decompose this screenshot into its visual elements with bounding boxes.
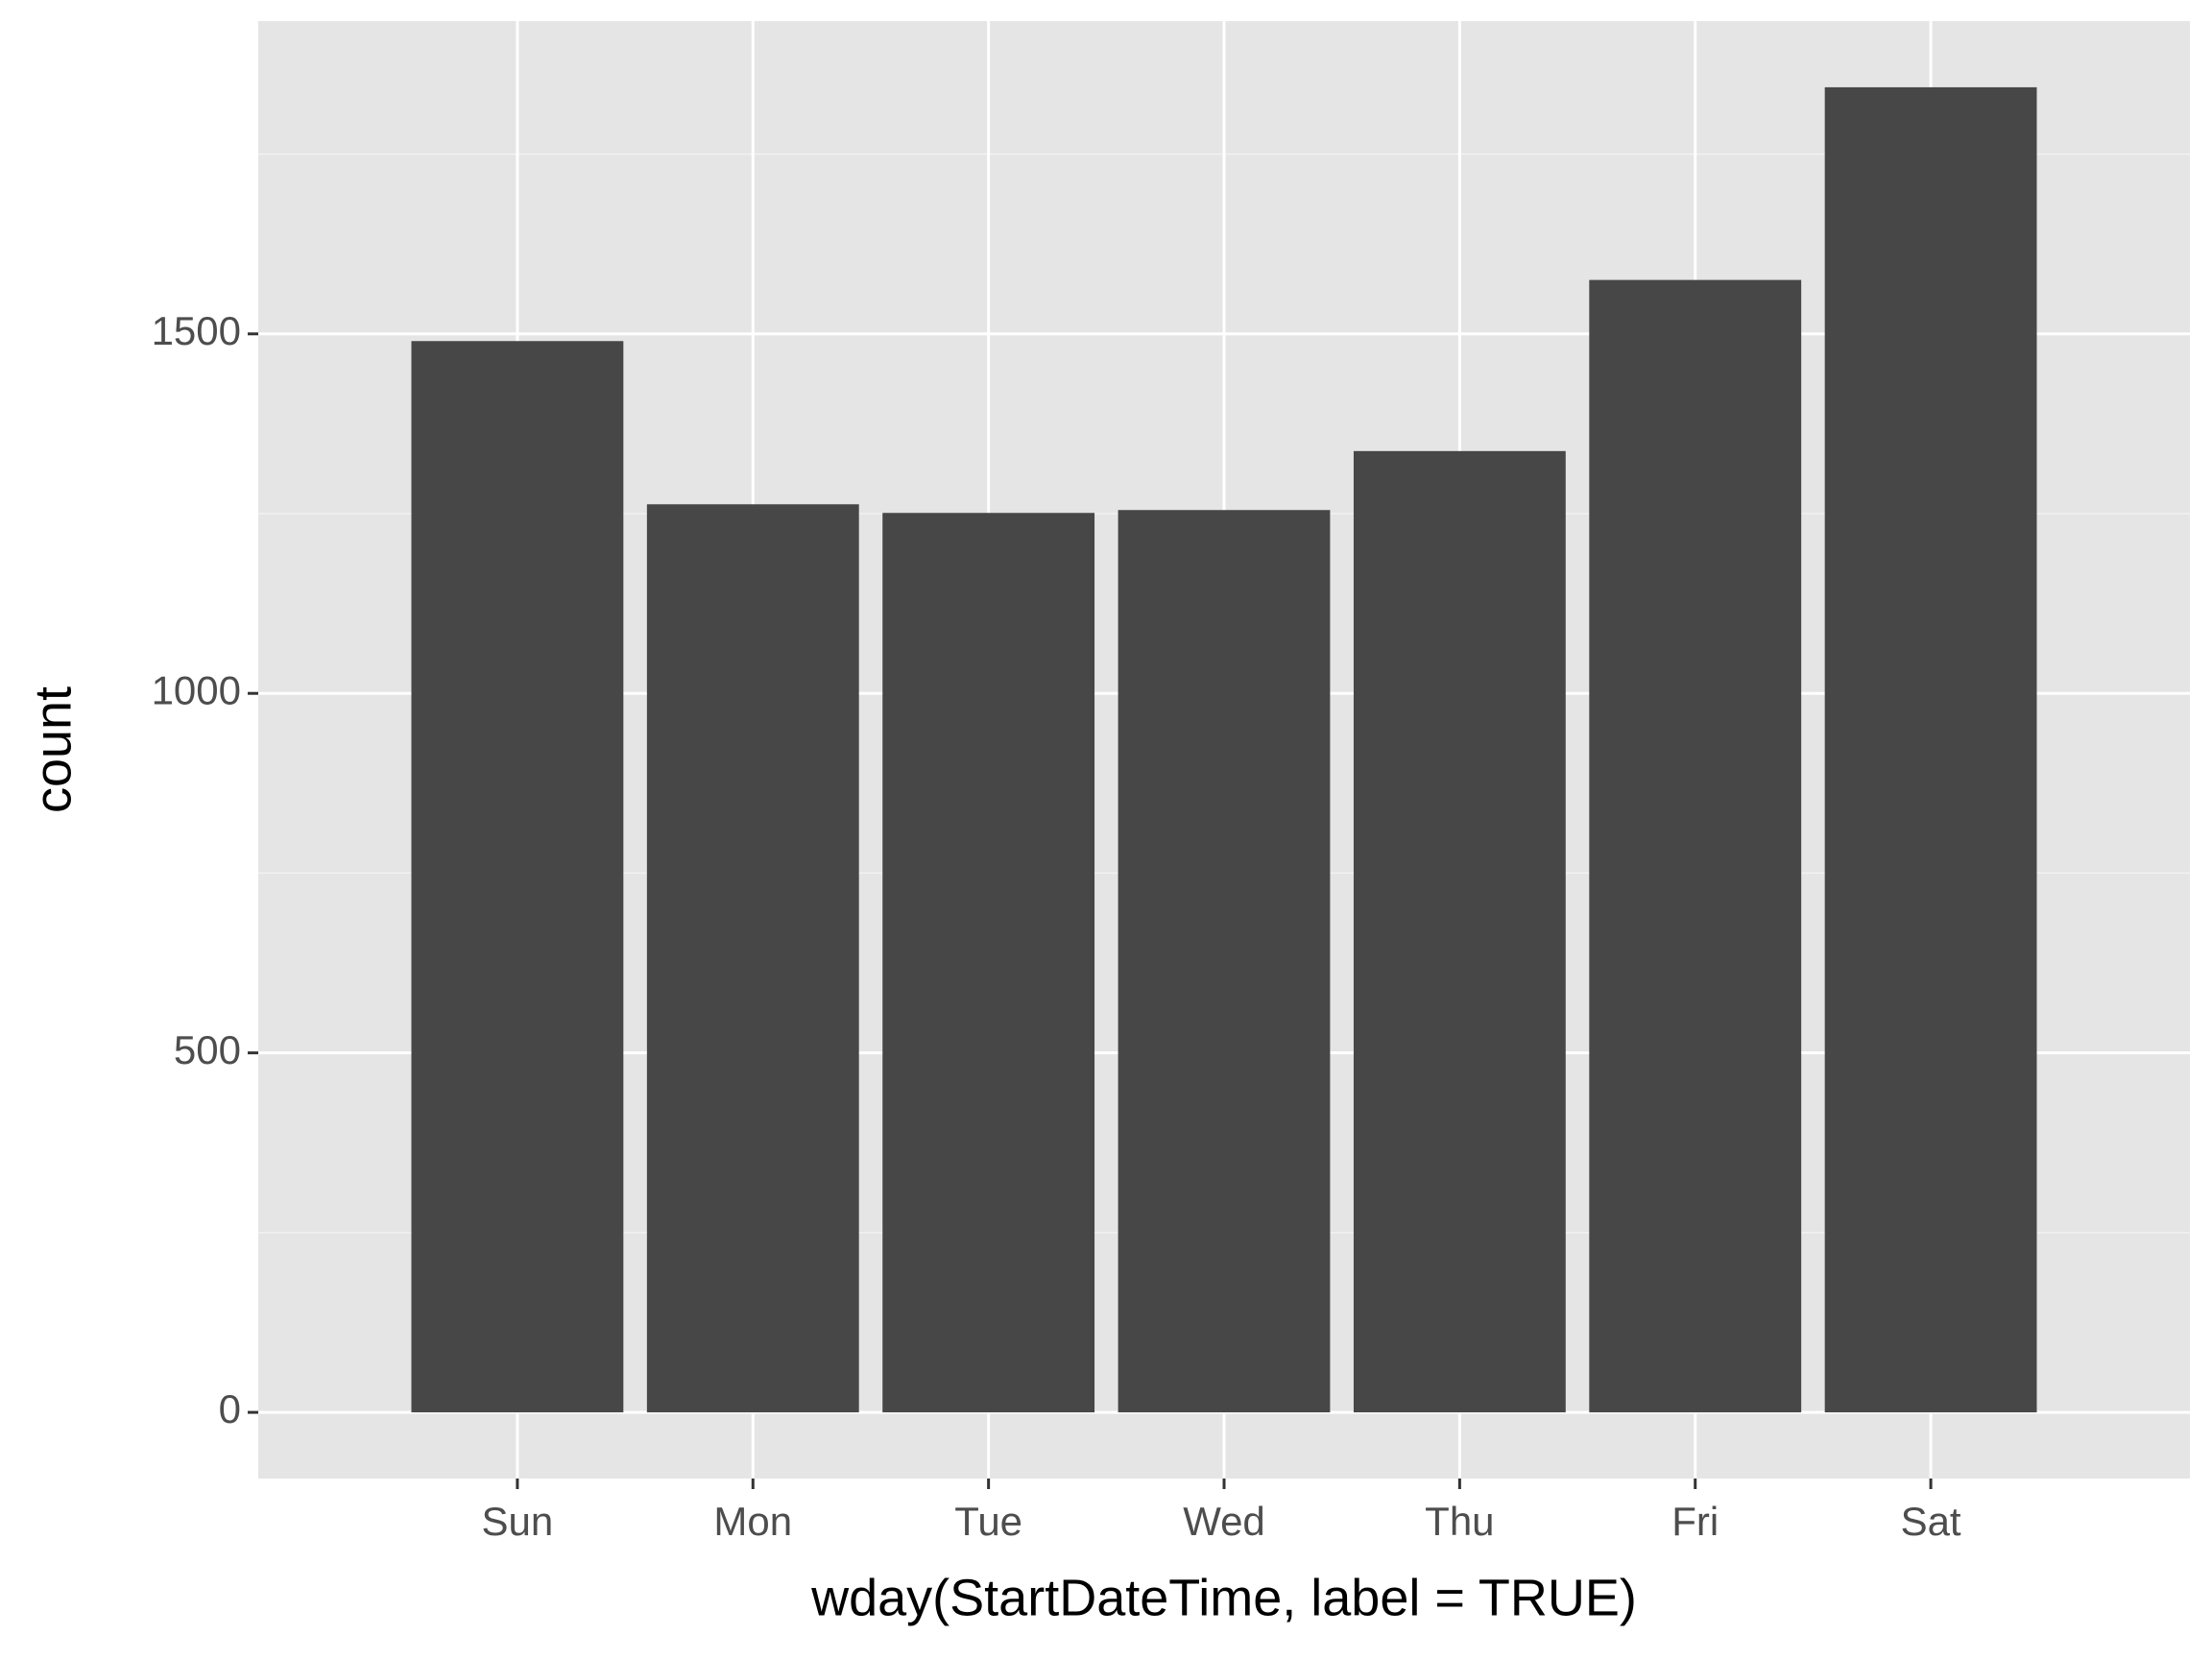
y-axis-title: count (24, 686, 82, 813)
y-tick-label: 0 (219, 1386, 241, 1431)
x-tick-label: Sat (1901, 1499, 1961, 1544)
bar (646, 504, 859, 1413)
bar (1353, 450, 1566, 1413)
bar (1824, 86, 2037, 1413)
y-tick-label: 500 (174, 1027, 241, 1072)
x-tick-label: Mon (713, 1499, 792, 1544)
x-tick-label: Fri (1671, 1499, 1719, 1544)
x-axis-title: wday(StartDateTime, label = TRUE) (810, 1569, 1637, 1626)
bar (1589, 279, 1802, 1413)
x-tick-label: Wed (1183, 1499, 1265, 1544)
bar (411, 341, 624, 1413)
y-tick-label: 1000 (152, 667, 241, 712)
x-tick-label: Thu (1425, 1499, 1494, 1544)
bar (1118, 510, 1331, 1413)
x-tick-label: Tue (954, 1499, 1022, 1544)
bar (882, 513, 1095, 1413)
y-tick-label: 1500 (152, 308, 241, 353)
x-tick-label: Sun (482, 1499, 554, 1544)
